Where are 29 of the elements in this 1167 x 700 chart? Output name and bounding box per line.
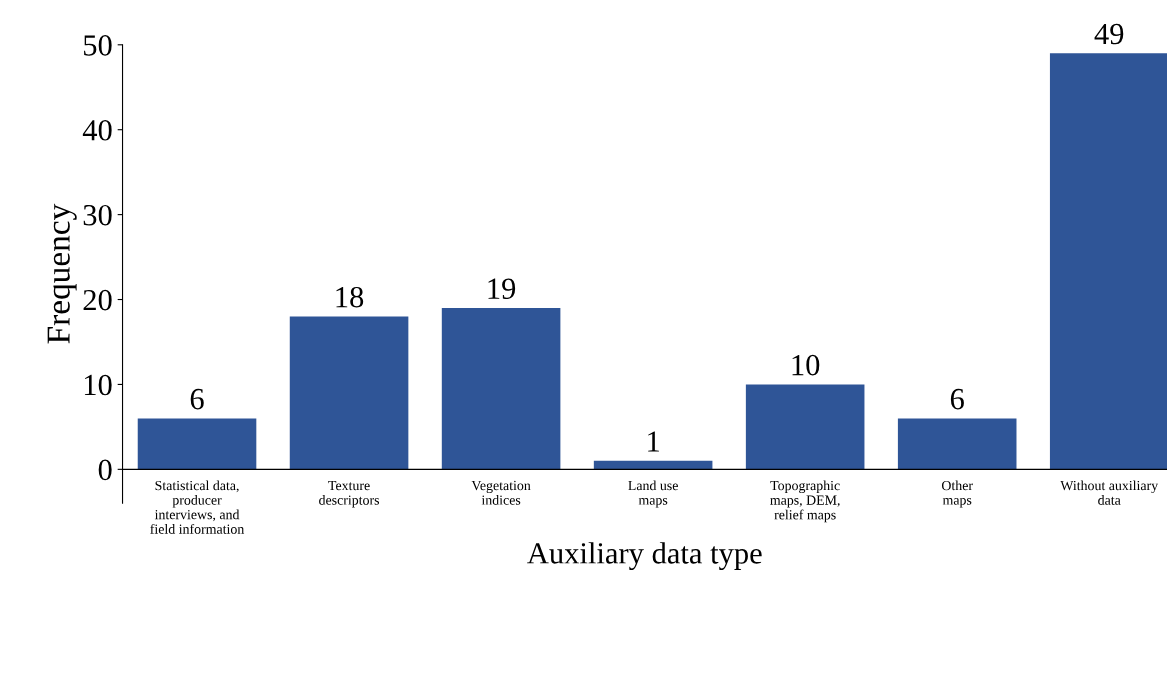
y-axis-title: Frequency xyxy=(47,203,77,344)
y-tick-label: 30 xyxy=(83,204,112,226)
x-tick-label: Land use maps xyxy=(628,480,678,508)
x-axis-title: Auxiliary data type xyxy=(527,542,762,570)
data-label: 6 xyxy=(950,388,964,410)
x-tick-label: Vegetation indices xyxy=(471,480,531,505)
bar xyxy=(593,460,713,470)
bar xyxy=(441,308,561,470)
data-label: 19 xyxy=(488,278,516,300)
y-tick-label: 10 xyxy=(84,374,112,396)
data-label: 49 xyxy=(1094,23,1124,45)
x-tick-label: Statistical data, producer interviews, and field information xyxy=(150,480,245,534)
bar xyxy=(1049,53,1167,470)
data-label: 10 xyxy=(792,354,820,376)
bar xyxy=(289,316,409,470)
data-label: 6 xyxy=(190,388,204,410)
y-tick-label: 50 xyxy=(84,35,112,56)
y-tick-label: 20 xyxy=(83,289,112,311)
bar xyxy=(745,384,865,470)
x-tick-label: Topographic maps, DEM, relief maps xyxy=(770,480,840,523)
data-label: 18 xyxy=(336,286,364,308)
data-label: 1 xyxy=(648,431,659,452)
x-tick-label: Without auxiliary data xyxy=(1060,480,1159,505)
y-tick-label: 40 xyxy=(82,119,112,141)
x-tick-label: Other maps xyxy=(941,480,973,508)
bar xyxy=(897,418,1017,470)
y-tick-label: 0 xyxy=(98,459,112,481)
bar xyxy=(137,418,257,470)
x-tick-label: Texture descriptors xyxy=(319,480,380,508)
